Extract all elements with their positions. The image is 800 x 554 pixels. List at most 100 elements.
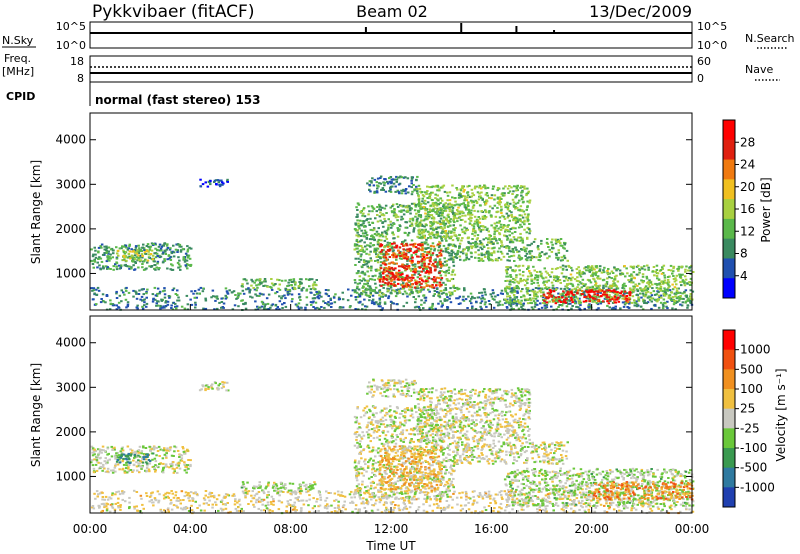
power-cell <box>647 283 651 286</box>
power-cell <box>409 243 412 246</box>
power-cell <box>393 237 396 240</box>
power-cell <box>464 229 468 232</box>
velocity-cell <box>638 499 642 502</box>
power-cell <box>504 289 507 292</box>
power-cell <box>412 270 415 273</box>
power-cell <box>527 256 531 259</box>
power-cell <box>387 281 390 284</box>
power-cell <box>330 306 333 308</box>
power-cell <box>421 253 425 255</box>
power-cell <box>528 270 531 272</box>
power-cell <box>415 224 418 227</box>
power-cell <box>471 192 474 195</box>
power-cell <box>149 245 153 248</box>
power-cell <box>498 220 501 223</box>
power-cell <box>235 297 238 300</box>
power-cell <box>425 215 428 218</box>
power-cell <box>469 242 472 245</box>
velocity-cell <box>330 511 333 513</box>
power-cell <box>526 275 530 278</box>
power-cell <box>386 270 389 273</box>
velocity-cell <box>188 499 191 502</box>
power-cell <box>414 215 417 218</box>
power-cell <box>495 221 499 224</box>
power-cell <box>410 291 413 293</box>
power-cell <box>377 232 380 235</box>
power-cell <box>480 258 483 261</box>
power-cell <box>443 298 447 301</box>
velocity-cell <box>267 503 270 506</box>
power-cell <box>434 211 437 214</box>
power-cell <box>458 255 462 258</box>
power-cell <box>378 256 381 258</box>
power-cell <box>512 294 516 296</box>
power-cell <box>628 287 632 290</box>
power-cell <box>520 191 523 194</box>
power-cell <box>508 210 511 213</box>
power-cell <box>456 188 459 191</box>
power-cell <box>414 203 418 206</box>
power-cell <box>143 301 146 304</box>
power-cell <box>516 201 520 204</box>
power-cell <box>571 301 574 304</box>
power-cell <box>401 286 405 289</box>
power-cell <box>544 307 547 310</box>
power-cell <box>628 274 631 277</box>
power-cell <box>134 245 138 248</box>
power-cell <box>415 280 418 283</box>
velocity-cell <box>350 496 353 499</box>
power-cell <box>308 285 311 288</box>
power-cell <box>117 254 120 257</box>
power-cell <box>422 206 426 209</box>
power-cell <box>400 176 404 179</box>
power-cell <box>582 300 586 303</box>
velocity-cell <box>467 508 471 511</box>
power-cell <box>298 278 302 281</box>
power-cell <box>370 266 373 269</box>
power-cell <box>203 308 206 311</box>
power-cell <box>111 303 115 306</box>
power-cell <box>290 284 293 286</box>
power-cell <box>141 305 144 308</box>
velocity-cell <box>544 494 548 497</box>
power-cell <box>511 299 514 302</box>
power-cell <box>614 294 618 297</box>
power-cell <box>392 282 395 285</box>
power-cell <box>406 277 409 280</box>
power-cell <box>371 294 375 297</box>
power-cell <box>375 253 378 256</box>
power-cell <box>364 225 367 228</box>
power-cell <box>500 252 504 255</box>
power-cell <box>216 179 220 182</box>
power-cell <box>427 263 431 266</box>
power-cell <box>413 209 417 212</box>
velocity-cell <box>577 500 581 503</box>
power-cell <box>175 307 178 310</box>
power-cell <box>387 218 390 221</box>
power-cell <box>685 265 688 268</box>
noise-left-tick-top: 10^5 <box>56 20 86 33</box>
power-cell <box>646 264 649 267</box>
power-cell <box>381 295 384 298</box>
power-cell <box>522 270 525 273</box>
power-cell <box>689 277 693 280</box>
power-cell <box>366 280 369 282</box>
power-cell <box>568 290 571 293</box>
power-cell <box>480 300 484 303</box>
power-cell <box>659 294 663 297</box>
power-cell <box>655 264 659 267</box>
power-cell <box>625 301 628 304</box>
power-cell <box>179 249 183 252</box>
power-cell <box>446 299 449 302</box>
power-cell <box>526 237 529 240</box>
power-cell <box>388 271 391 274</box>
power-cell <box>630 279 633 282</box>
power-cell <box>606 269 609 272</box>
power-cell <box>116 249 120 252</box>
power-cell <box>645 289 649 292</box>
power-cell <box>557 306 560 308</box>
power-cell <box>423 242 427 245</box>
power-cell <box>549 291 553 294</box>
power-cell <box>573 294 577 297</box>
power-colorbar-swatch <box>723 238 735 259</box>
